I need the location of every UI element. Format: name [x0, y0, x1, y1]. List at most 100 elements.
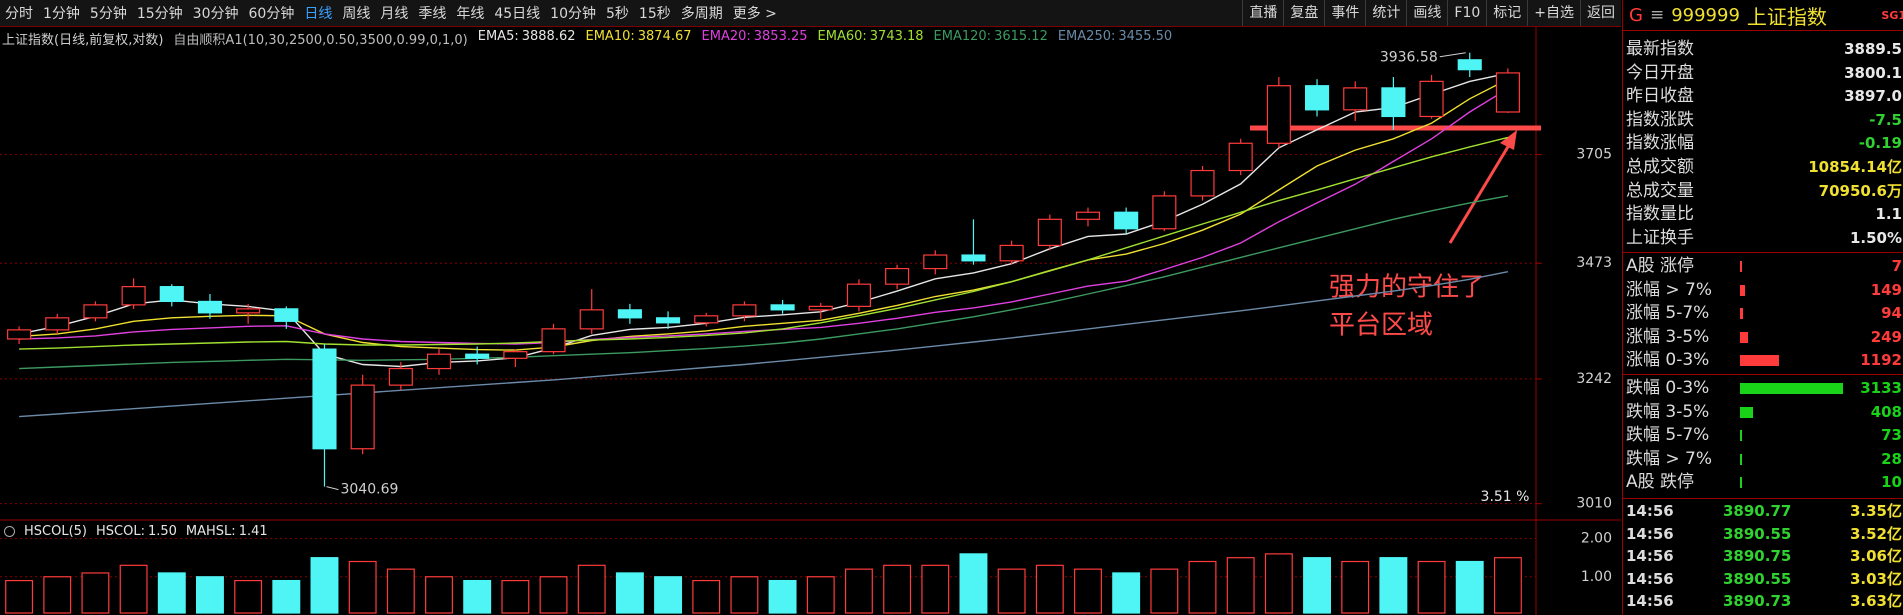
- tick-row: 14:56 3890.77 3.35亿: [1623, 500, 1903, 523]
- volume-bar: [577, 564, 606, 614]
- period-button[interactable]: 45日线: [494, 6, 541, 22]
- row-value: -0.19: [1858, 134, 1902, 153]
- legend-value: 1.50: [147, 524, 177, 539]
- candle-body: [656, 317, 681, 324]
- candle-body: [159, 286, 184, 303]
- volume-bar: [501, 579, 530, 614]
- period-button[interactable]: 60分钟: [248, 6, 295, 22]
- candle-body: [426, 353, 452, 370]
- breadth-label: 涨幅 0-3%: [1626, 350, 1710, 371]
- indicator-name: 自由顺积A1(10,30,2500,0.50,3500,0.99,0,1,0): [173, 33, 468, 48]
- legend-name: EMA5:: [477, 29, 519, 44]
- period-button[interactable]: 5秒: [605, 6, 629, 22]
- row-label: 昨日收盘: [1626, 86, 1694, 107]
- legend-name: EMA20:: [701, 29, 751, 44]
- volume-bar: [1035, 564, 1064, 614]
- max-label: 3936.58: [1380, 50, 1438, 66]
- period-button[interactable]: 季线: [418, 6, 447, 22]
- tool-button[interactable]: 复盘: [1283, 0, 1324, 26]
- candle-body: [7, 329, 32, 340]
- tool-button[interactable]: 事件: [1324, 0, 1365, 26]
- candle-body: [350, 384, 375, 450]
- legend-value: 3853.25: [753, 29, 808, 44]
- tool-button[interactable]: 统计: [1365, 0, 1406, 26]
- candle-body: [1343, 87, 1368, 111]
- row-value: 10854.14亿: [1808, 158, 1902, 176]
- breadth-bar: [1740, 477, 1742, 489]
- quote-row: 上证换手 1.50%: [1623, 227, 1903, 250]
- min-label: 3040.69: [340, 482, 398, 498]
- tool-button[interactable]: F10: [1447, 0, 1486, 26]
- period-button[interactable]: 15秒: [638, 6, 671, 22]
- breadth-label: 跌幅 5-7%: [1626, 425, 1710, 446]
- period-button[interactable]: 1分钟: [43, 6, 80, 22]
- legend-item: EMA20: 3853.25: [702, 29, 808, 48]
- annotation-arrow: [1448, 139, 1514, 244]
- breadth-bar: [1740, 261, 1742, 272]
- tool-button[interactable]: 直播: [1242, 0, 1283, 26]
- period-button[interactable]: 更多 >: [732, 6, 777, 22]
- period-button[interactable]: 年线: [456, 6, 485, 22]
- quote-row: 指数涨幅 -0.19: [1623, 132, 1903, 155]
- breadth-label: 涨幅 > 7%: [1626, 279, 1713, 300]
- row-value: 1.1: [1875, 205, 1902, 224]
- volume-bar: [1417, 560, 1446, 614]
- breadth-value: 149: [1870, 280, 1902, 299]
- row-label: 总成交量: [1626, 180, 1694, 201]
- tick-price: 3890.55: [1723, 524, 1792, 543]
- volume-bar: [1303, 557, 1331, 614]
- legend-name: HSCOL:: [96, 524, 145, 539]
- legend-item: EMA5: 3888.62: [478, 29, 576, 48]
- tool-button[interactable]: 返回: [1580, 0, 1621, 26]
- candle-body: [121, 286, 146, 306]
- tick-time: 14:56: [1626, 547, 1674, 566]
- tool-button[interactable]: 标记: [1486, 0, 1527, 26]
- period-button[interactable]: 10分钟: [550, 6, 596, 22]
- candle-body: [923, 254, 948, 270]
- breadth-value: 7: [1891, 257, 1902, 275]
- candle-body: [617, 309, 642, 319]
- breadth-value: 73: [1881, 426, 1902, 445]
- breadth-value: 3133: [1860, 379, 1902, 397]
- tick-time: 14:56: [1626, 592, 1674, 611]
- period-button[interactable]: 5分钟: [89, 6, 127, 22]
- period-button[interactable]: 多周期: [680, 6, 723, 22]
- volume-title: HSCOL(5): [24, 524, 87, 539]
- period-button[interactable]: 15分钟: [136, 6, 183, 22]
- tick-volume: 3.35亿: [1849, 502, 1902, 520]
- period-button[interactable]: 日线: [304, 6, 333, 22]
- candle-body: [1266, 85, 1291, 144]
- volume-bar: [1112, 572, 1141, 614]
- ema-line: [19, 271, 1509, 418]
- arrow-head: [1500, 130, 1517, 150]
- volume-bar: [348, 560, 377, 614]
- candle-body: [885, 267, 910, 285]
- period-button[interactable]: 月线: [380, 6, 409, 22]
- breadth-value: 10: [1881, 473, 1902, 492]
- volume-bar: [1341, 560, 1370, 614]
- tool-button[interactable]: +自选: [1527, 0, 1580, 26]
- candle-body: [579, 309, 604, 330]
- row-label: 最新指数: [1626, 39, 1694, 59]
- period-button[interactable]: 周线: [342, 6, 371, 22]
- legend-item: EMA10: 3874.67: [586, 29, 692, 48]
- corner-label: 3.51 %: [1481, 489, 1530, 505]
- breadth-value: 94: [1881, 304, 1902, 323]
- tick-row: 14:56 3890.55 3.03亿: [1623, 568, 1903, 591]
- breadth-label: 跌幅 0-3%: [1626, 378, 1710, 398]
- candle-body: [1152, 195, 1177, 230]
- period-button[interactable]: 30分钟: [192, 6, 239, 22]
- kline-chart: 3.51 % 强力的守住了 平台区域 3010 3242 3473 3705 3936.…: [0, 27, 1621, 615]
- menu-icon[interactable]: ≡: [1649, 5, 1665, 25]
- volume-bar: [1379, 557, 1408, 614]
- period-button[interactable]: 分时: [5, 6, 33, 22]
- candle-body: [1495, 72, 1520, 113]
- badge: SG1: [1881, 8, 1903, 22]
- breadth-row: 涨幅 0-3% 1192: [1623, 349, 1903, 372]
- candle-body: [732, 304, 757, 317]
- stock-name: 上证指数: [1746, 4, 1827, 29]
- candle-body: [808, 305, 833, 311]
- tool-button[interactable]: 画线: [1406, 0, 1447, 26]
- volume-bar: [1455, 560, 1484, 614]
- volume-bar: [157, 572, 186, 614]
